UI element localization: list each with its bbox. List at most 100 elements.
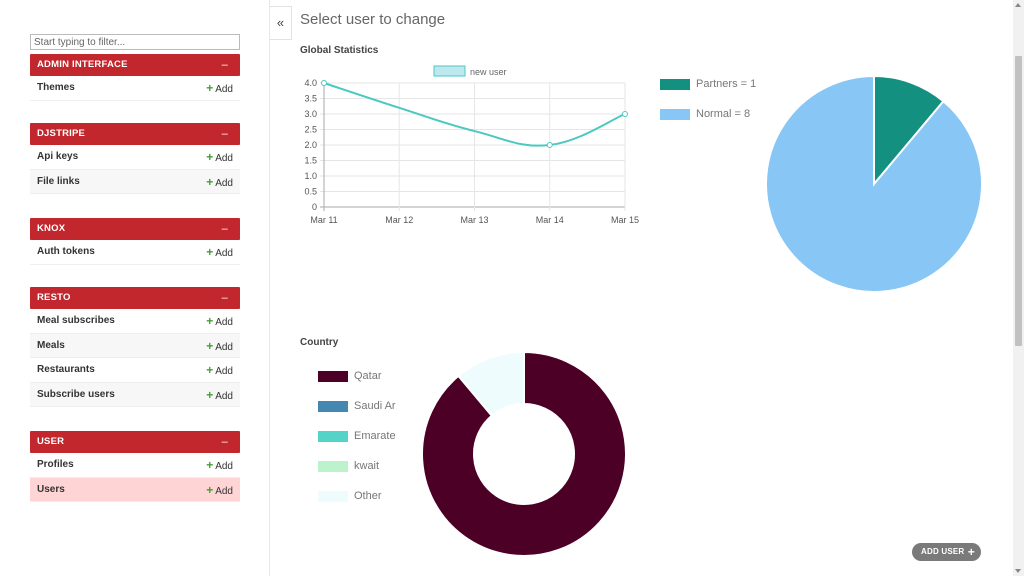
legend-label: Other bbox=[354, 490, 382, 502]
scrollbar[interactable] bbox=[1013, 0, 1024, 576]
scroll-down-icon[interactable] bbox=[1015, 569, 1021, 573]
module-header[interactable]: KNOX – bbox=[30, 218, 240, 240]
add-link[interactable]: + Add bbox=[206, 81, 233, 95]
y-tick-label: 0.5 bbox=[304, 187, 317, 197]
sidebar-item-label[interactable]: Api keys bbox=[37, 151, 79, 162]
add-link[interactable]: + Add bbox=[206, 150, 233, 164]
sidebar-item-label[interactable]: Themes bbox=[37, 82, 75, 93]
sidebar-item-label[interactable]: Restaurants bbox=[37, 364, 95, 376]
legend-item-kwait[interactable]: kwait bbox=[318, 460, 379, 472]
sidebar-item-restaurants[interactable]: Restaurants + Add bbox=[30, 358, 240, 383]
legend-swatch bbox=[318, 370, 348, 382]
collapse-sidebar-button[interactable]: « bbox=[270, 6, 292, 40]
line-chart: new user 0 0.5 1.0 1.5 2.0 2.5 3.0 3.5 4.0 Mar 11 M… bbox=[304, 65, 639, 225]
y-tick-label: 2.0 bbox=[304, 140, 317, 150]
x-tick-label: Mar 15 bbox=[611, 215, 639, 225]
legend-label: Emarate bbox=[354, 430, 396, 442]
sidebar: ADMIN INTERFACE – Themes +Add DJSTRIPE –… bbox=[0, 0, 270, 576]
legend-swatch bbox=[318, 430, 348, 442]
add-link[interactable]: + Add bbox=[206, 314, 233, 328]
sidebar-item-file-links[interactable]: File links + Add bbox=[30, 169, 240, 195]
sidebar-item-users[interactable]: Users + Add bbox=[30, 477, 240, 503]
add-link[interactable]: + Add bbox=[206, 458, 233, 472]
legend-item-other[interactable]: Other bbox=[318, 490, 382, 502]
add-link[interactable]: + Add bbox=[206, 363, 233, 378]
sidebar-item-label[interactable]: Auth tokens bbox=[37, 246, 95, 257]
module-user: USER – Profiles + Add Users + Add bbox=[30, 431, 240, 503]
sidebar-item-auth-tokens[interactable]: Auth tokens + Add bbox=[30, 240, 240, 265]
data-point bbox=[622, 111, 628, 117]
add-user-label: ADD USER bbox=[921, 547, 965, 556]
collapse-module-icon[interactable]: – bbox=[221, 59, 228, 71]
legend-item-emarate[interactable]: Emarate bbox=[318, 430, 396, 442]
sidebar-item-profiles[interactable]: Profiles + Add bbox=[30, 453, 240, 478]
y-tick-label: 1.0 bbox=[304, 171, 317, 181]
plus-icon: + bbox=[206, 338, 214, 353]
module-title: USER bbox=[37, 436, 65, 447]
scroll-up-icon[interactable] bbox=[1015, 3, 1021, 7]
donut-slice-other bbox=[457, 350, 525, 418]
country-donut-chart bbox=[421, 350, 627, 557]
sidebar-item-label[interactable]: Meal subscribes bbox=[37, 315, 115, 326]
legend-swatch bbox=[660, 78, 690, 90]
sidebar-item-label[interactable]: Meals bbox=[37, 339, 65, 351]
collapse-module-icon[interactable]: – bbox=[221, 128, 228, 140]
legend-label: Saudi Ar bbox=[354, 400, 396, 412]
module-title: ADMIN INTERFACE bbox=[37, 59, 128, 70]
legend-label: Qatar bbox=[354, 370, 382, 382]
user-type-pie-chart bbox=[765, 74, 983, 293]
x-tick-label: Mar 14 bbox=[536, 215, 564, 225]
legend-swatch bbox=[433, 65, 466, 77]
add-link[interactable]: + Add bbox=[206, 245, 233, 259]
plus-icon: + bbox=[206, 245, 214, 259]
module-title: KNOX bbox=[37, 223, 66, 234]
plus-icon: + bbox=[967, 545, 975, 559]
add-link[interactable]: + Add bbox=[206, 338, 233, 353]
module-header[interactable]: DJSTRIPE – bbox=[30, 123, 240, 145]
data-point bbox=[546, 142, 553, 148]
module-admin-interface: ADMIN INTERFACE – Themes + Add bbox=[30, 54, 240, 101]
legend-label: Partners = 1 bbox=[696, 78, 757, 90]
sidebar-item-label[interactable]: File links bbox=[37, 175, 80, 187]
plus-icon: + bbox=[206, 174, 214, 189]
collapse-module-icon[interactable]: – bbox=[221, 292, 228, 304]
sidebar-item-subscribe-users[interactable]: Subscribe users + Add bbox=[30, 382, 240, 408]
plus-icon: + bbox=[206, 150, 214, 164]
legend-label: Normal = 8 bbox=[696, 108, 751, 120]
legend-item-partners[interactable]: Partners = 1 bbox=[660, 78, 756, 90]
plus-icon: + bbox=[206, 482, 214, 497]
collapse-module-icon[interactable]: – bbox=[221, 223, 228, 235]
sidebar-item-themes[interactable]: Themes + Add bbox=[30, 76, 240, 101]
module-title: DJSTRIPE bbox=[37, 128, 86, 139]
legend-item-saudi[interactable]: Saudi Ar bbox=[318, 400, 396, 412]
sidebar-item-label[interactable]: Profiles bbox=[37, 459, 74, 470]
module-title: RESTO bbox=[37, 292, 71, 303]
add-link[interactable]: + Add bbox=[206, 482, 233, 497]
legend-swatch bbox=[660, 108, 690, 120]
module-header[interactable]: USER – bbox=[30, 431, 240, 453]
donut-slice-qatar bbox=[421, 350, 627, 557]
y-tick-label: 0 bbox=[312, 202, 317, 212]
sidebar-item-meal-subscribes[interactable]: Meal subscribes + Add bbox=[30, 309, 240, 334]
module-header[interactable]: RESTO – bbox=[30, 287, 240, 309]
y-tick-label: 1.5 bbox=[304, 156, 317, 166]
sidebar-item-meals[interactable]: Meals + Add bbox=[30, 333, 240, 359]
sidebar-item-label[interactable]: Users bbox=[37, 483, 65, 495]
add-link[interactable]: + Add bbox=[206, 174, 233, 189]
legend-item-normal[interactable]: Normal = 8 bbox=[660, 108, 750, 120]
plus-icon: + bbox=[206, 314, 214, 328]
filter-input[interactable] bbox=[30, 34, 240, 50]
plus-icon: + bbox=[206, 81, 214, 95]
y-tick-label: 4.0 bbox=[304, 78, 317, 88]
module-resto: RESTO – Meal subscribes + Add Meals + Add … bbox=[30, 287, 240, 408]
sidebar-item-api-keys[interactable]: Api keys + Add bbox=[30, 145, 240, 170]
add-user-button[interactable]: ADD USER + bbox=[912, 543, 981, 561]
sidebar-item-label[interactable]: Subscribe users bbox=[37, 388, 115, 400]
collapse-module-icon[interactable]: – bbox=[221, 436, 228, 448]
add-link[interactable]: + Add bbox=[206, 387, 233, 402]
scrollbar-thumb[interactable] bbox=[1015, 56, 1022, 346]
module-header[interactable]: ADMIN INTERFACE – bbox=[30, 54, 240, 76]
legend-item-qatar[interactable]: Qatar bbox=[318, 370, 382, 382]
page-title: Select user to change bbox=[300, 11, 446, 28]
